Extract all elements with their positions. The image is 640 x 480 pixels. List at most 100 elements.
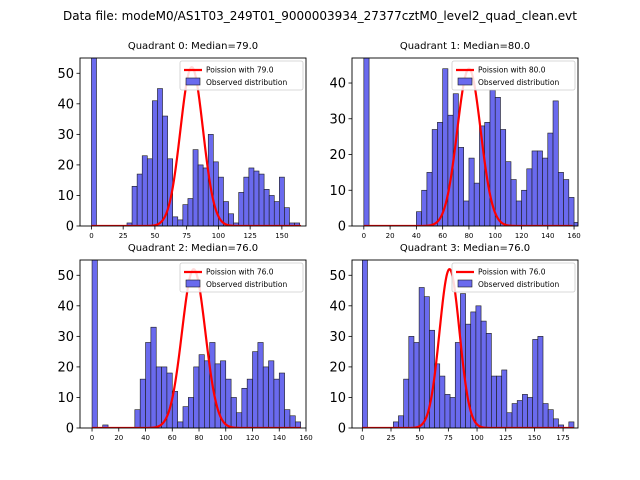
y-tick-label: 50 — [57, 67, 74, 82]
histogram-bar — [426, 172, 433, 226]
histogram-bar — [475, 305, 482, 428]
histogram-bar — [468, 157, 475, 226]
x-tick-label: 25 — [119, 232, 128, 240]
histogram-bar — [243, 176, 250, 226]
legend-box — [451, 262, 576, 293]
histogram-bar — [500, 129, 507, 226]
legend-fit-label: Poission with 76.0 — [478, 268, 546, 277]
x-tick-label: 50 — [415, 434, 424, 442]
histogram-bar — [473, 182, 480, 226]
x-tick-label: 40 — [412, 232, 421, 240]
histogram-bar — [268, 195, 275, 226]
histogram-bar — [284, 409, 291, 428]
histogram-bar — [506, 412, 513, 428]
histogram-bar — [398, 415, 404, 428]
x-tick-label: 160 — [299, 434, 312, 442]
histogram-bar — [134, 409, 141, 428]
legend-fit-label: Poission with 79.0 — [206, 66, 274, 75]
x-tick-label: 150 — [275, 232, 288, 240]
quadrant-1-chart: 0 20 40 60 80 100 120 140 160 0 10 20 30 40 Quadrant 1… — [329, 41, 580, 240]
histogram-bar — [131, 185, 138, 226]
histogram-bar — [192, 149, 199, 226]
y-tick-label: 20 — [329, 148, 346, 163]
histogram-bar — [557, 172, 564, 226]
histogram-bar — [542, 403, 549, 428]
histogram-bar — [187, 198, 194, 226]
axes-frame — [79, 259, 307, 429]
histogram-bar — [182, 204, 189, 226]
histogram-bar — [177, 421, 184, 428]
histogram-bar — [553, 418, 559, 428]
histogram-bar — [263, 189, 270, 226]
x-tick-label: 120 — [515, 232, 528, 240]
axes-frame — [79, 57, 307, 227]
histogram-bar — [172, 216, 179, 226]
histogram-bar — [248, 167, 255, 226]
histogram-bar — [141, 155, 148, 226]
histogram-bar — [193, 366, 200, 428]
x-tick-label: 0 — [90, 434, 94, 442]
histogram-bar — [182, 406, 189, 428]
histogram-bar — [278, 372, 285, 428]
histogram-bar — [501, 369, 508, 428]
histogram-bar — [521, 189, 528, 226]
axes-frame — [351, 57, 579, 227]
histogram-bar — [197, 164, 204, 226]
x-tick-label: 125 — [243, 232, 256, 240]
x-tick-label: 0 — [360, 434, 364, 442]
x-tick-label: 100 — [212, 232, 225, 240]
x-tick-label: 50 — [150, 232, 159, 240]
histogram-bar — [253, 170, 260, 226]
histogram-bar — [527, 397, 533, 428]
histogram-bar — [273, 378, 280, 428]
quadrant-0-chart: 0 25 50 75 100 125 150 0 10 20 30 40 50 Quadrant 0: M… — [57, 41, 307, 240]
y-tick-label: 50 — [57, 269, 74, 284]
histogram-bar — [505, 161, 512, 226]
histogram-bar — [363, 58, 370, 226]
histogram-bar — [485, 333, 492, 428]
histogram-bar — [444, 394, 451, 428]
histogram-bar — [268, 360, 275, 428]
histogram-bar — [214, 363, 221, 428]
histogram-bar — [155, 366, 162, 428]
legend-observed-label: Observed distribution — [206, 280, 287, 289]
histogram-bar — [431, 129, 438, 226]
histogram-bar — [146, 158, 153, 226]
histogram-bar — [252, 351, 259, 428]
plot-area — [91, 260, 301, 428]
histogram-bar — [421, 189, 428, 226]
histogram-bar — [262, 366, 269, 428]
x-tick-label: 75 — [182, 232, 191, 240]
y-tick-label: 10 — [57, 189, 74, 204]
y-tick-label: 0 — [66, 422, 74, 437]
x-tick-label: 0 — [362, 232, 366, 240]
x-tick-label: 125 — [499, 434, 512, 442]
x-tick-label: 40 — [141, 434, 150, 442]
legend: Poission with 80.0 Observed distribution — [451, 60, 576, 91]
histogram-bar — [284, 207, 290, 226]
legend-bar-swatch — [457, 77, 473, 86]
x-tick-label: 160 — [567, 232, 580, 240]
legend-observed-label: Observed distribution — [478, 280, 559, 289]
x-tick-label: 60 — [168, 434, 177, 442]
histogram-bar — [522, 394, 528, 428]
histogram-bar — [171, 391, 178, 428]
histogram-bar — [510, 179, 517, 226]
legend-box — [179, 262, 304, 293]
histogram-bar — [480, 320, 487, 428]
histogram-bar — [437, 122, 443, 226]
histogram-bar — [454, 342, 461, 428]
quadrant-title: Quadrant 1: Median=80.0 — [400, 41, 530, 52]
y-tick-label: 30 — [329, 330, 346, 345]
y-tick-label: 40 — [329, 77, 346, 92]
x-tick-label: 80 — [195, 434, 204, 442]
histogram-bar — [279, 176, 285, 226]
poisson-fit-line — [362, 267, 574, 428]
histogram-bar — [552, 100, 559, 226]
histogram-bar — [257, 342, 264, 428]
quadrant-3-chart: 0 25 50 75 100 125 150 175 0 10 20 30 40 50 Quadrant 3… — [329, 243, 579, 442]
histogram-bar — [416, 211, 422, 226]
y-tick-label: 40 — [329, 299, 346, 314]
quadrant-2-chart: 0 20 40 60 80 100 120 140 160 0 10 20 30 40 50 Quadrant… — [57, 243, 312, 442]
histogram-bar — [532, 339, 539, 428]
